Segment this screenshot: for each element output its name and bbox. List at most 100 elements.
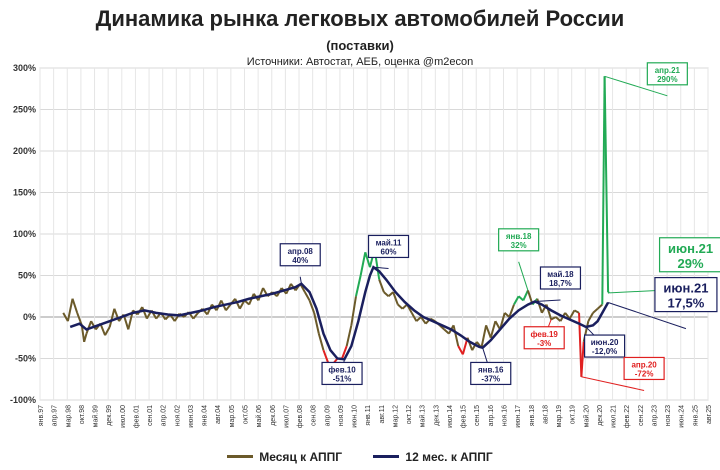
monthly-segment	[108, 308, 116, 328]
monthly-segment	[322, 349, 330, 363]
monthly-segment	[104, 326, 111, 336]
x-tick-label: июн.10	[352, 405, 359, 428]
monthly-segment	[141, 306, 148, 320]
annotation-box	[367, 234, 410, 259]
x-tick-label: апр.09	[324, 405, 331, 426]
x-tick-label: окт.19	[570, 405, 577, 424]
x-tick-label: окт.12	[406, 405, 413, 424]
x-tick-label: дек.20	[597, 405, 604, 426]
x-tick-label: апр.97	[52, 405, 59, 426]
x-tick-label: дек.13	[433, 405, 440, 426]
annotation-box	[523, 326, 565, 350]
annotation-value: 29%	[678, 256, 704, 271]
monthly-segment	[601, 76, 606, 305]
monthly-segment	[564, 312, 571, 320]
y-tick-label: 300%	[13, 63, 36, 73]
annotation-box	[498, 228, 540, 252]
monthly-segment	[308, 300, 316, 314]
annotation-value: -72%	[635, 369, 654, 378]
legend: Месяц к АППГ 12 мес. к АППГ	[0, 447, 720, 464]
x-tick-label: фев.08	[297, 405, 304, 428]
monthly-segment	[438, 324, 445, 331]
monthly-segment	[410, 312, 418, 322]
monthly-segment	[457, 345, 464, 355]
annotation-label: июн.21	[663, 281, 708, 296]
x-tick-label: май.99	[92, 405, 100, 427]
y-tick-label: 50%	[18, 271, 36, 281]
monthly-segment	[494, 320, 501, 330]
x-tick-label: июн.03	[188, 405, 195, 428]
y-tick-label: 150%	[13, 188, 36, 198]
monthly-segment	[317, 333, 325, 351]
x-tick-label: авг.11	[379, 405, 386, 424]
annotation-box	[539, 266, 582, 290]
x-tick-label: дек.06	[270, 405, 277, 426]
monthly-segment	[359, 252, 367, 276]
annotation-box	[279, 243, 321, 267]
annotation-box	[654, 276, 718, 313]
monthly-segment	[62, 312, 69, 322]
monthly-segment	[257, 287, 264, 301]
monthly-segment	[238, 299, 246, 310]
x-tick-label: апр.02	[161, 405, 168, 426]
series-layer	[62, 76, 610, 377]
x-tick-label: сен.22	[638, 405, 645, 426]
annotation-label: май.18	[547, 270, 574, 279]
annotation-value: -12,0%	[592, 347, 617, 356]
annotation-label: июн.20	[591, 338, 619, 347]
x-tick-label: июл.21	[611, 405, 618, 428]
x-tick-label: окт.05	[242, 405, 249, 424]
legend-swatch-12m	[373, 455, 400, 458]
annotation-value: -51%	[333, 374, 352, 383]
x-tick-label: янв.11	[365, 405, 372, 426]
x-tick-label: ноя.09	[338, 405, 345, 426]
x-tick-label: май.13	[419, 405, 427, 427]
monthly-segment	[489, 320, 497, 339]
monthly-segment	[420, 316, 427, 325]
x-tick-label: янв.97	[38, 405, 45, 426]
annotation-value: 18,7%	[549, 279, 572, 288]
monthly-segment	[471, 341, 478, 351]
monthly-segment	[596, 303, 603, 310]
annotation-value: -3%	[537, 339, 551, 348]
monthly-segment	[480, 325, 488, 348]
y-tick-label: -50%	[15, 354, 36, 364]
y-tick-label: -100%	[10, 395, 36, 405]
annotation-box	[321, 361, 363, 386]
monthly-segment	[383, 291, 390, 297]
x-tick-label: апр.23	[651, 405, 658, 426]
legend-item-12m: 12 мес. к АППГ	[373, 450, 493, 464]
monthly-segment	[401, 303, 408, 310]
monthly-segment	[522, 290, 529, 301]
x-tick-label: янв.18	[529, 405, 536, 426]
annotation-label: май.11	[376, 238, 402, 247]
monthly-segment	[364, 251, 371, 268]
monthly-segment	[452, 325, 460, 347]
x-tick-label: янв.04	[202, 405, 209, 426]
monthly-segment	[550, 316, 557, 321]
x-tick-label: сен.08	[311, 405, 318, 426]
y-axis: -100% -50% 0% 50% 100% 150% 200% 250% 300%	[10, 63, 36, 405]
annotation-label: фев.10	[328, 365, 356, 374]
x-tick-label: окт.98	[79, 405, 86, 424]
annotation-value: -37%	[481, 374, 500, 383]
x-tick-label: фев.15	[461, 405, 468, 428]
monthly-segment	[508, 304, 515, 318]
monthly-segment	[345, 325, 353, 347]
monthly-segment	[415, 316, 422, 322]
annotation-value: 60%	[381, 247, 397, 256]
x-tick-label: авг.04	[215, 405, 222, 424]
x-tick-label: сен.15	[474, 405, 481, 426]
y-tick-label: 100%	[13, 229, 36, 239]
legend-item-monthly: Месяц к АППГ	[227, 450, 342, 464]
monthly-segment	[234, 298, 241, 310]
annotation-box	[584, 334, 626, 358]
monthly-segment	[99, 323, 106, 336]
monthly-segment	[603, 76, 610, 293]
annotation-leader	[299, 276, 302, 284]
x-tick-label: июн.24	[679, 405, 686, 428]
x-tick-label: янв.25	[692, 405, 699, 426]
series-12m-line	[69, 265, 610, 361]
monthly-segment	[568, 309, 576, 320]
annotation-label: янв.18	[506, 232, 532, 241]
